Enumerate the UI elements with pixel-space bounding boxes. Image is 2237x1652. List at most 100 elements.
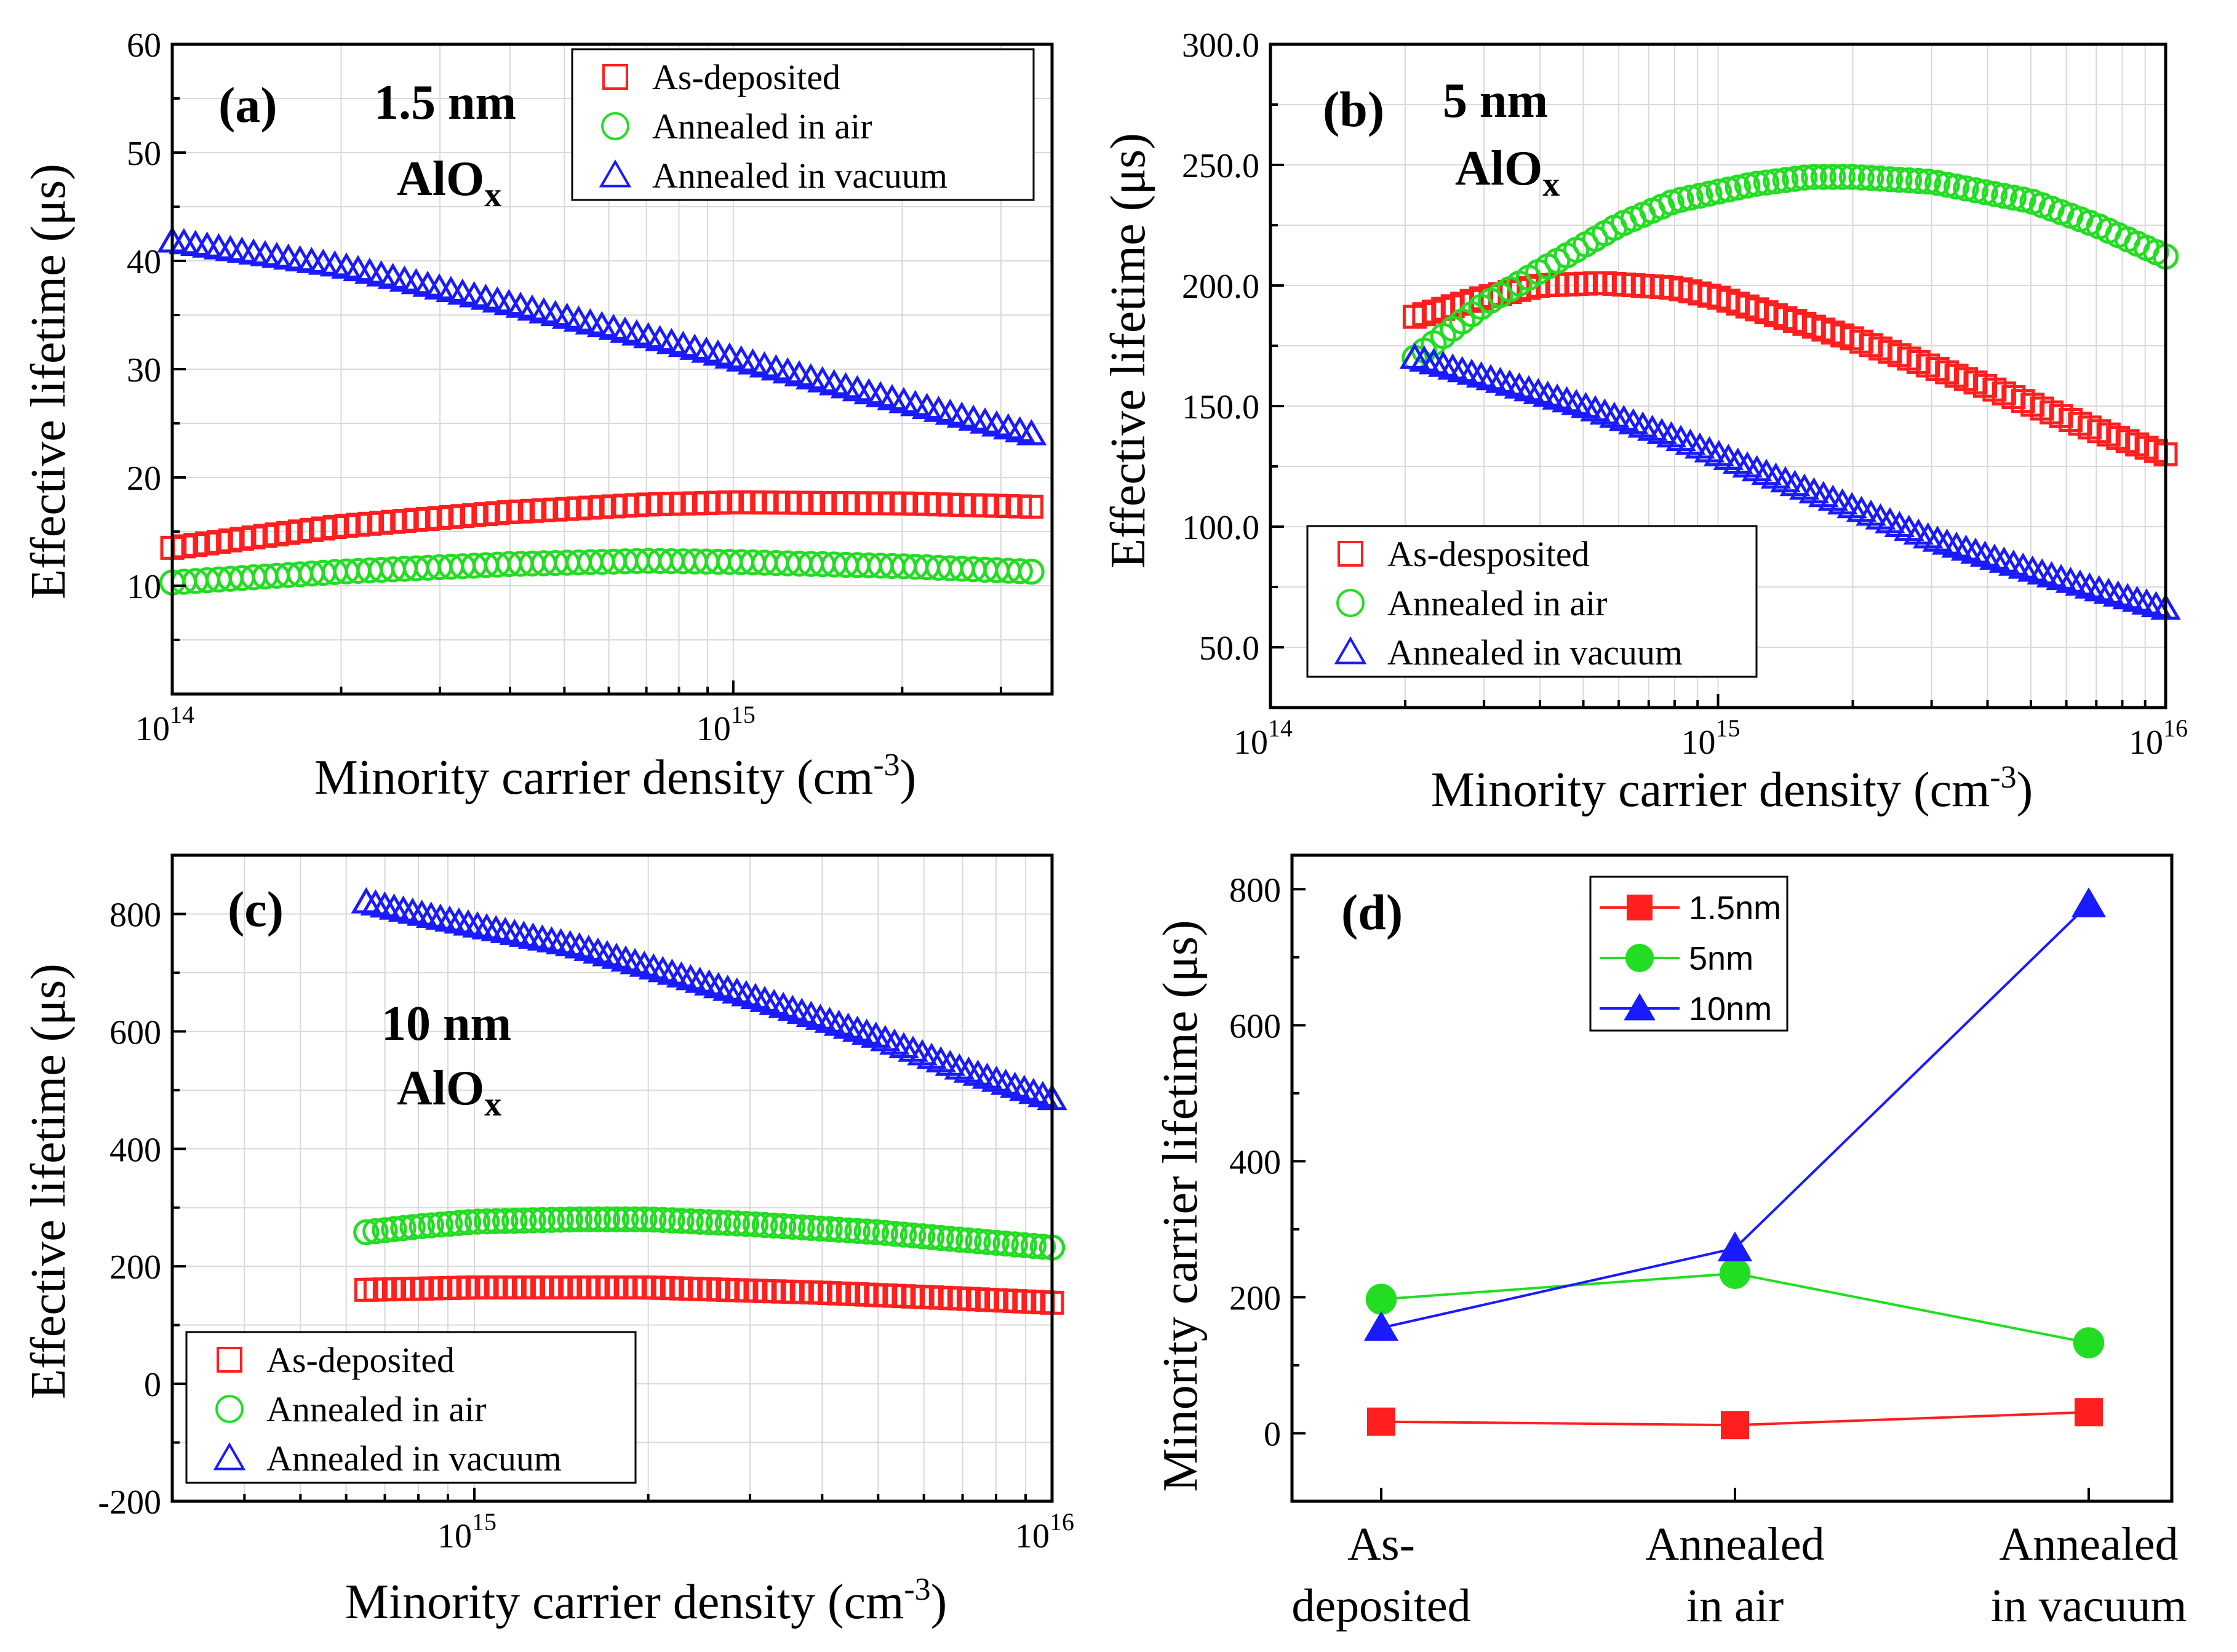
data-point <box>390 1215 417 1242</box>
y-tick-label: 10 <box>127 568 161 606</box>
data-point <box>1857 165 1884 191</box>
data-point <box>490 917 521 943</box>
data-point <box>2010 186 2036 213</box>
y-tick-label: 30 <box>127 351 161 389</box>
panel-d-chart: 0 200 400 600 800 As-deposited Annealed in air… <box>1154 853 2187 1632</box>
category-label: in air <box>1686 1580 1784 1632</box>
y-tick-label: 200 <box>110 1248 161 1287</box>
data-point <box>881 1221 908 1247</box>
panel-c-x-tick-labels: 1015 1016 <box>437 1508 1074 1555</box>
data-point <box>2073 1327 2105 1359</box>
category-label: Annealed <box>1999 1518 2178 1570</box>
data-point <box>1721 1411 1749 1440</box>
y-tick-label: 600 <box>1229 1007 1281 1045</box>
y-tick-label: 100.0 <box>1182 509 1259 547</box>
y-tick-label: 200 <box>1229 1279 1281 1317</box>
data-point <box>473 1208 500 1235</box>
panel-a-legend: As-deposited Annealed in air Annealed in v… <box>571 48 1035 201</box>
x-tick-base: 10 <box>1015 1517 1050 1555</box>
x-tick-base: 10 <box>2129 724 2163 762</box>
panel-c-x-axis-label: Minority carrier density (cm-3) <box>345 1572 947 1629</box>
data-point <box>696 1209 722 1235</box>
data-point <box>965 1228 991 1255</box>
data-point <box>1915 168 1941 195</box>
y-tick-label: 20 <box>127 460 161 498</box>
data-point <box>1876 166 1904 193</box>
panel-a-material-text: AlO <box>397 152 484 206</box>
legend-label: 5nm <box>1689 940 1753 977</box>
panel-d-ticks <box>1292 888 2090 1502</box>
data-point <box>1791 164 1818 191</box>
panel-a-material-label: AlOx <box>397 152 501 214</box>
data-point <box>1002 1231 1028 1258</box>
data-point <box>1677 185 1704 211</box>
data-point <box>1705 178 1733 205</box>
data-point <box>1363 1311 1399 1341</box>
data-point <box>1829 164 1856 190</box>
data-point <box>1744 170 1770 197</box>
data-point <box>677 1208 704 1235</box>
data-point <box>714 1210 741 1236</box>
data-point <box>409 1213 435 1239</box>
data-point <box>1867 166 1894 192</box>
data-point <box>751 1211 778 1239</box>
data-point <box>511 1207 537 1234</box>
panel-b-ticks <box>1269 43 2167 709</box>
legend-marker <box>601 112 629 140</box>
data-point <box>1848 164 1875 191</box>
panel-b-y-tick-labels: 50.0 100.0 150.0 200.0 250.0 300.0 <box>1182 26 1259 668</box>
y-tick-label: 0 <box>1264 1415 1281 1453</box>
series-as-deposited <box>160 490 1044 560</box>
data-point <box>445 1210 473 1236</box>
panel-b-y-axis-label: Effective lifetime (μs) <box>1101 133 1155 569</box>
data-point <box>545 928 576 955</box>
data-point <box>1972 179 1998 206</box>
data-point <box>1686 182 1713 209</box>
category-label: As- <box>1347 1518 1415 1570</box>
series-as-desposited <box>1402 271 2178 466</box>
legend-label: As-desposited <box>1387 534 1590 574</box>
data-point <box>928 1224 954 1251</box>
panel-a-y-tick-labels: 10 20 30 40 50 60 <box>127 26 161 606</box>
data-point <box>416 901 447 928</box>
data-point <box>780 1213 806 1240</box>
data-point <box>2075 1398 2103 1427</box>
x-tick-label: 1015 <box>437 1508 496 1555</box>
panel-c-series <box>351 887 1067 1315</box>
panel-c-thickness-label: 10 nm <box>381 997 511 1051</box>
data-point <box>1838 164 1865 190</box>
data-point <box>538 1207 565 1233</box>
x-tick-exponent: 15 <box>731 701 756 728</box>
panel-c-legend: As-deposited Annealed in air Annealed in v… <box>185 1331 637 1484</box>
y-tick-label: 800 <box>1229 871 1281 909</box>
series-annealed-in-vacuum <box>1399 343 2181 620</box>
x-tick-label: 1014 <box>1234 714 1293 762</box>
y-tick-label: 40 <box>127 243 161 281</box>
data-point <box>1019 495 1044 519</box>
data-point <box>687 1208 713 1235</box>
legend-marker <box>1625 944 1654 972</box>
data-point <box>527 924 558 951</box>
data-point <box>733 1210 760 1237</box>
data-point <box>362 1218 389 1245</box>
data-point <box>872 1219 899 1247</box>
y-tick-label: 50.0 <box>1199 629 1259 668</box>
data-point <box>388 895 419 922</box>
y-tick-label: 300.0 <box>1182 26 1259 65</box>
panel-c-y-axis-label: Effective lifetime (μs) <box>22 964 76 1399</box>
data-point <box>1896 167 1923 194</box>
series-10nm <box>1363 887 2107 1341</box>
data-point <box>1934 172 1960 198</box>
data-point <box>612 1206 639 1233</box>
data-point <box>1943 174 1970 200</box>
y-tick-label: 60 <box>127 26 161 65</box>
panel-b-material-text: AlO <box>1455 142 1542 196</box>
data-point <box>853 1218 880 1245</box>
panel-c-y-tick-labels: -200 0 200 400 600 800 <box>98 896 161 1522</box>
data-point <box>434 905 465 932</box>
data-point <box>554 930 586 957</box>
panel-d-y-tick-labels: 0 200 400 600 800 <box>1229 871 1281 1453</box>
y-tick-label: 50 <box>127 135 161 173</box>
panel-c-label: (c) <box>228 881 284 937</box>
data-point <box>992 1231 1019 1257</box>
